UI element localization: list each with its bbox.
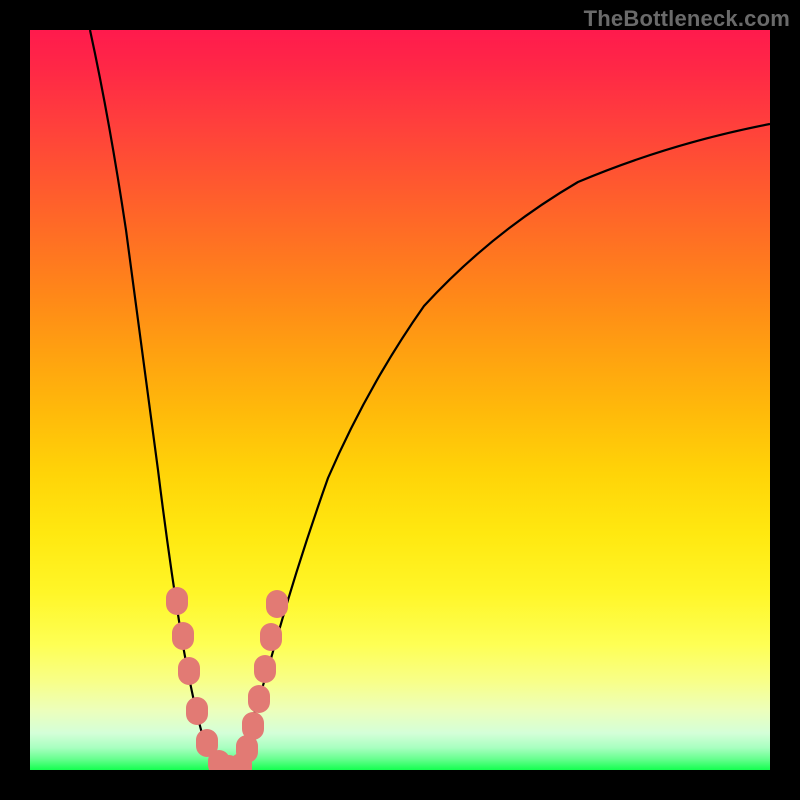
watermark: TheBottleneck.com: [584, 6, 790, 32]
chart-frame: TheBottleneck.com: [0, 0, 800, 800]
gradient-plot-area: [30, 30, 770, 770]
